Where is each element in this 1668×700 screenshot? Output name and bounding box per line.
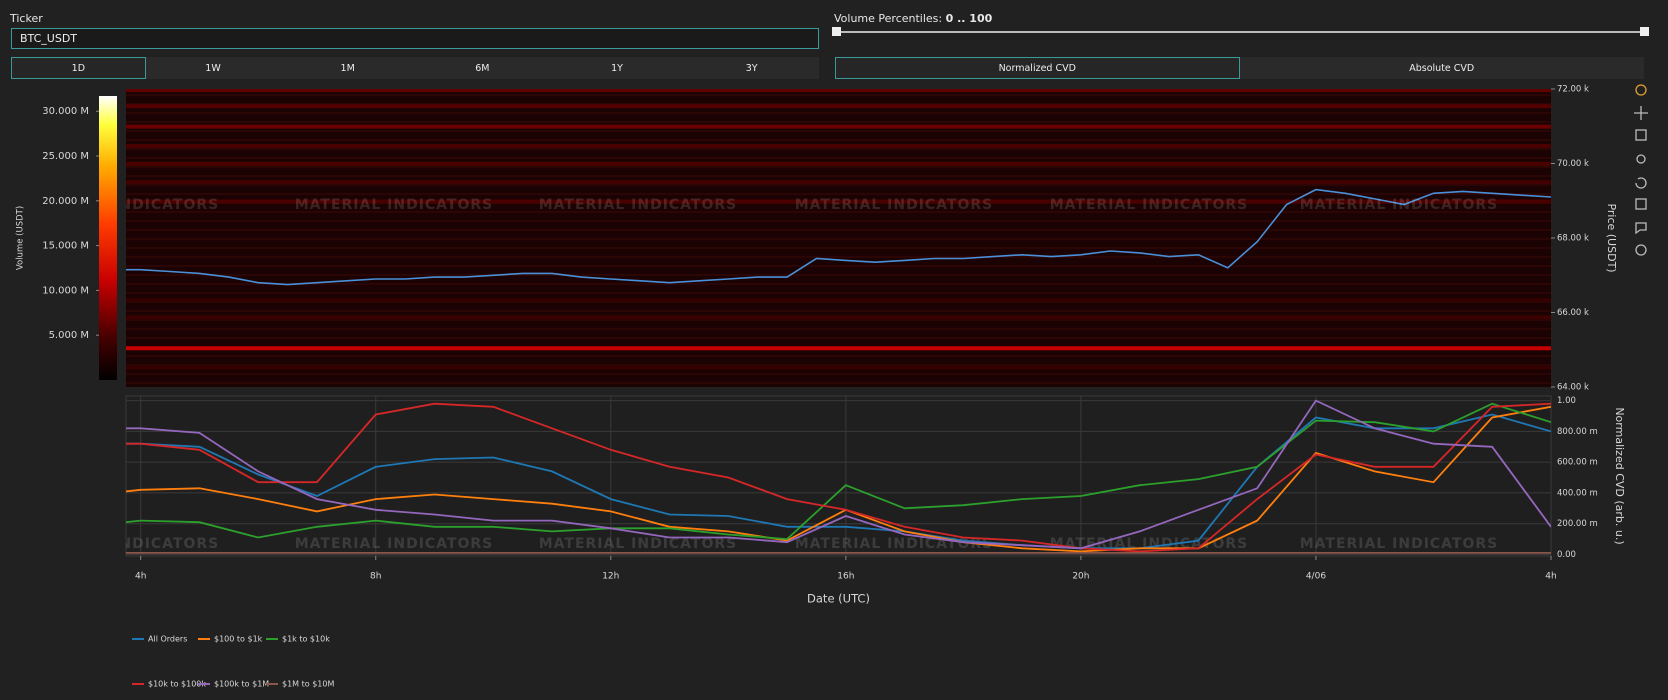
cvd-line xyxy=(126,402,1551,541)
y2-tick-label: 68.00 k xyxy=(1557,234,1589,244)
watermark: MATERIAL INDICATORS xyxy=(21,536,220,552)
cvd-line xyxy=(126,405,1551,553)
slider-handle[interactable] xyxy=(1640,27,1649,36)
plot-background xyxy=(125,395,1552,557)
x-tick-label: 20h xyxy=(1072,572,1089,582)
slider-handle[interactable] xyxy=(832,27,841,36)
toolbar-save[interactable] xyxy=(1635,198,1647,210)
watermark: MATERIAL INDICATORS xyxy=(295,536,494,552)
y2-tick-label: 0.00 xyxy=(1557,550,1576,560)
legend-label: $10k to $100k xyxy=(148,680,206,689)
ticker-label: Ticker xyxy=(10,12,43,25)
cvd-line xyxy=(126,413,1551,550)
heatmap-level xyxy=(126,199,1551,204)
timeframe-button[interactable]: 6M xyxy=(475,62,490,74)
y2-tick-label: 66.00 k xyxy=(1557,308,1589,318)
cvd-line xyxy=(126,402,1551,553)
timeframe-buttons: 1D 1W 1M 6M 1Y 3Y xyxy=(11,57,819,79)
watermark: MATERIAL INDICATORS xyxy=(1300,536,1499,552)
price-line xyxy=(126,188,1551,286)
toolbar-pan[interactable] xyxy=(1634,106,1648,120)
timeframe-button[interactable]: 1D xyxy=(11,57,146,79)
watermark: MATERIAL INDICATORS xyxy=(295,197,494,213)
watermark: MATERIAL INDICATORS xyxy=(795,197,994,213)
colorbar-tick-label: 15.000 M xyxy=(42,241,89,252)
timeframe-button[interactable]: 3Y xyxy=(745,62,758,74)
cvd-mode-button[interactable]: Absolute CVD xyxy=(1409,62,1475,74)
colorbar-tick-label: 10.000 M xyxy=(42,285,89,296)
colorbar xyxy=(99,96,117,380)
x-tick-label: 12h xyxy=(602,572,619,582)
y2-tick-label: 200.00 m xyxy=(1557,519,1598,529)
colorbar-tick-label: 20.000 M xyxy=(42,196,89,207)
legend-label: $100 to $1k xyxy=(214,635,263,644)
x-tick-label: 4h xyxy=(135,572,146,582)
cvd-mode-button[interactable]: Normalized CVD xyxy=(835,57,1240,79)
y2-tick-label: 1.00 xyxy=(1557,396,1576,406)
heatmap-level xyxy=(126,315,1551,320)
y2-tick-label: 400.00 m xyxy=(1557,488,1598,498)
timeframe-button[interactable]: 1W xyxy=(205,62,221,74)
colorbar-tick-label: 25.000 M xyxy=(42,151,89,162)
toolbar xyxy=(1634,84,1648,256)
watermark: MATERIAL INDICATORS xyxy=(21,197,220,213)
slider-track[interactable] xyxy=(838,31,1643,33)
percentiles-label: Volume Percentiles: 0 .. 100 xyxy=(834,12,992,25)
percentiles-title: Volume Percentiles: xyxy=(834,12,943,25)
colorbar-tick-label: 30.000 M xyxy=(42,106,89,117)
heatmap-level xyxy=(126,298,1551,303)
watermark: MATERIAL INDICATORS xyxy=(1300,197,1499,213)
x-tick-label: 4/06 xyxy=(1306,572,1326,582)
toolbar-logo[interactable] xyxy=(1635,84,1647,96)
y2-axis-title: Price (USDT) xyxy=(1605,203,1618,272)
toolbar-crosshair[interactable] xyxy=(1635,244,1647,256)
heatmap-level xyxy=(126,143,1551,148)
heatmap-level xyxy=(126,346,1551,351)
timeframe-button[interactable]: 1M xyxy=(340,62,355,74)
toolbar-select[interactable] xyxy=(1636,154,1646,164)
y2-axis-title: Normalized CVD (arb. u.) xyxy=(1613,407,1626,544)
y2-tick-label: 600.00 m xyxy=(1557,458,1598,468)
legend-label: $100k to $1M xyxy=(214,680,269,689)
x-tick-label: 16h xyxy=(837,572,854,582)
timeframe-button[interactable]: 1Y xyxy=(611,62,623,74)
cvd-mode-buttons: Normalized CVD Absolute CVD xyxy=(835,57,1644,79)
heatmap-level xyxy=(126,89,1551,93)
x-tick-label: 4h xyxy=(1545,572,1556,582)
watermark: MATERIAL INDICATORS xyxy=(539,197,738,213)
x-tick-label: 8h xyxy=(370,572,381,582)
y2-tick-label: 72.00 k xyxy=(1557,85,1589,95)
ticker-input[interactable]: BTC_USDT xyxy=(11,28,819,49)
colorbar-tick-label: 5.000 M xyxy=(49,330,89,341)
percentiles-value: 0 .. 100 xyxy=(945,12,993,25)
heatmap-level xyxy=(126,161,1551,166)
heatmap-level xyxy=(126,365,1551,370)
toolbar-hover[interactable] xyxy=(1635,222,1647,235)
legend-label: All Orders xyxy=(148,635,187,644)
toolbar-reset[interactable] xyxy=(1635,177,1647,189)
cvd-line xyxy=(126,399,1551,550)
watermark: MATERIAL INDICATORS xyxy=(539,536,738,552)
cvd-lines xyxy=(126,399,1551,554)
heatmap-level xyxy=(126,104,1551,109)
legend-label: $1M to $10M xyxy=(282,680,334,689)
y2-tick-label: 800.00 m xyxy=(1557,427,1598,437)
heatmap xyxy=(126,89,1551,384)
heatmap-level xyxy=(126,124,1551,129)
watermarks: MATERIAL INDICATORS MATERIAL INDICATORS MA… xyxy=(21,197,1499,213)
watermark: MATERIAL INDICATORS xyxy=(1050,197,1249,213)
y2-tick-label: 70.00 k xyxy=(1557,159,1589,169)
heatmap-level xyxy=(126,180,1551,185)
legend-label: $1k to $10k xyxy=(282,635,330,644)
colorbar-title: Volume (USDT) xyxy=(16,206,26,270)
y2-tick-label: 64.00 k xyxy=(1557,383,1589,393)
x-axis-title: Date (UTC) xyxy=(807,592,870,606)
toolbar-zoom[interactable] xyxy=(1635,129,1647,141)
